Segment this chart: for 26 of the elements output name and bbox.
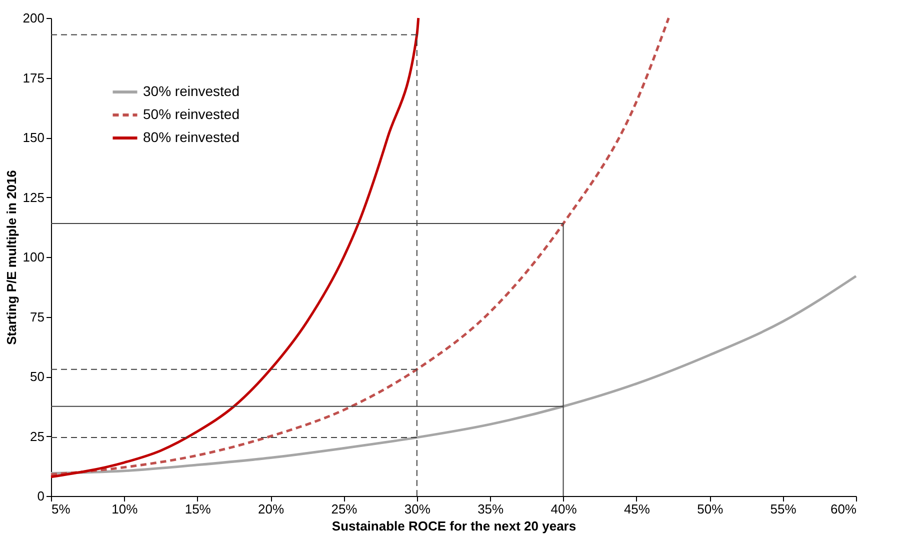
y-tick-label: 0 xyxy=(37,488,44,504)
legend-label: 50% reinvested xyxy=(143,106,240,122)
x-tick-label: 50% xyxy=(697,502,724,516)
x-axis-title: Sustainable ROCE for the next 20 years xyxy=(332,518,576,534)
y-tick-label: 25 xyxy=(30,428,44,444)
x-tick-label: 40% xyxy=(550,502,578,516)
x-tick-label: 10% xyxy=(112,502,138,516)
y-tick-label: 175 xyxy=(22,70,44,86)
y-tick-label: 50 xyxy=(30,369,44,384)
y-tick-label: 100 xyxy=(22,250,44,264)
legend-label: 30% reinvested xyxy=(143,83,240,99)
legend-label: 80% reinvested xyxy=(143,129,240,145)
x-tick-label: 60% xyxy=(830,502,857,516)
y-tick-label: 200 xyxy=(22,10,44,26)
y-tick-label: 125 xyxy=(22,190,44,205)
y-tick-label: 75 xyxy=(30,309,44,324)
x-tick-label: 15% xyxy=(184,502,212,516)
y-axis-title: Starting P/E multiple in 2016 xyxy=(4,170,19,345)
x-tick-label: 5% xyxy=(52,502,71,516)
x-tick-label: 30% xyxy=(404,502,431,516)
x-tick-label: 20% xyxy=(258,502,284,516)
x-tick-label: 35% xyxy=(478,502,504,516)
x-tick-label: 25% xyxy=(331,502,358,516)
x-tick-label: 55% xyxy=(770,502,797,516)
y-tick-label: 150 xyxy=(22,130,44,145)
x-tick-label: 45% xyxy=(624,502,650,516)
